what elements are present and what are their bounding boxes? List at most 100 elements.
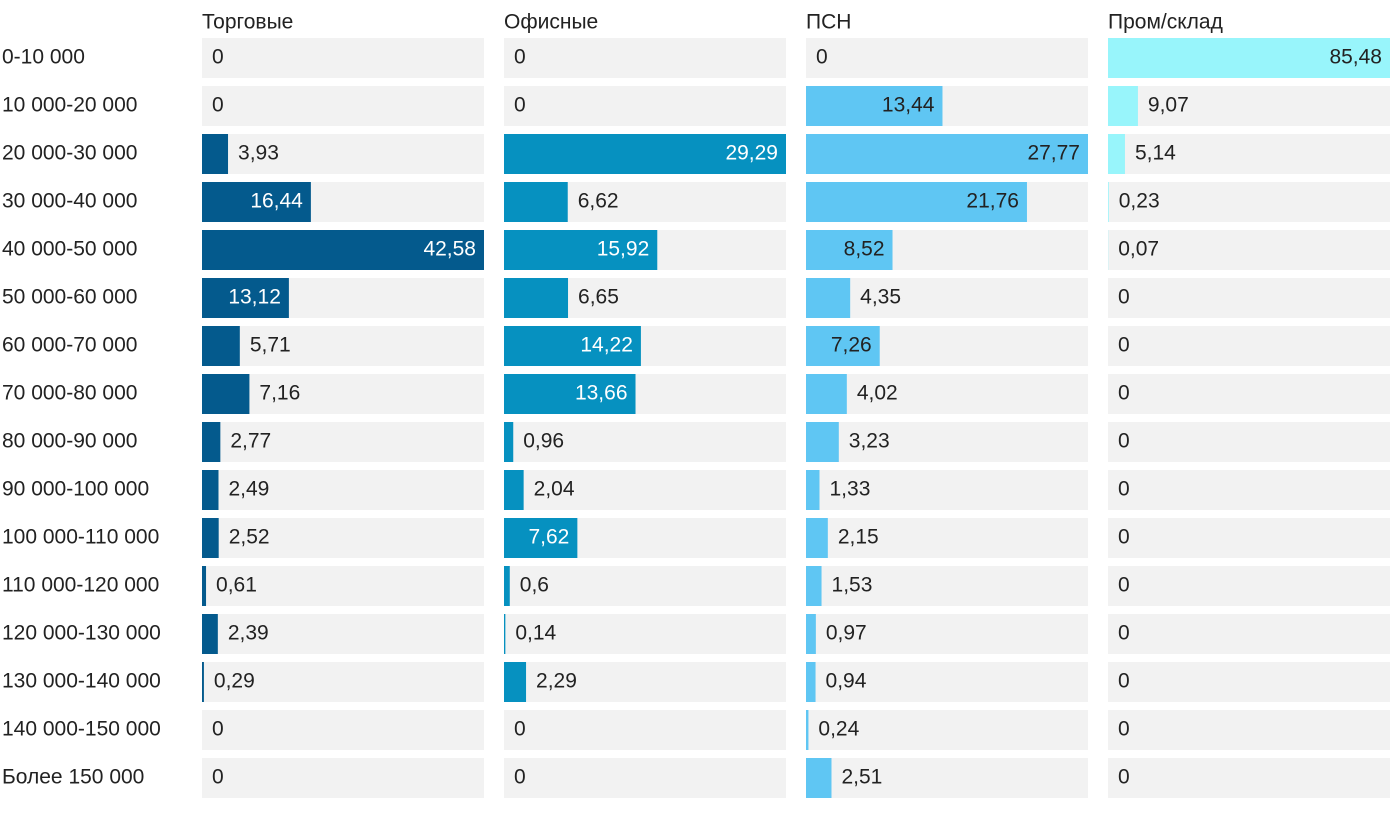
bar-3-13 bbox=[806, 614, 816, 654]
row-label-9: 80 000-90 000 bbox=[2, 430, 137, 453]
value-label-3-1: 0 bbox=[816, 46, 828, 69]
bar-track-3-8 bbox=[806, 374, 1088, 414]
value-label-1-8: 7,16 bbox=[259, 382, 300, 405]
bar-1-6 bbox=[202, 278, 289, 318]
value-label-1-10: 2,49 bbox=[228, 478, 269, 501]
bar-track-4-3 bbox=[1108, 134, 1390, 174]
value-label-3-7: 7,26 bbox=[831, 334, 872, 357]
bar-track-4-5 bbox=[1108, 230, 1390, 270]
bar-track-2-2 bbox=[504, 86, 786, 126]
bar-2-7 bbox=[504, 326, 641, 366]
bar-track-4-10 bbox=[1108, 470, 1390, 510]
bar-track-1-16 bbox=[202, 758, 484, 798]
row-label-10: 90 000-100 000 bbox=[2, 478, 149, 501]
panel-2: Офисные 0 0 29,29 6,62 15,92 6,65 14,22 13,66 0,9… bbox=[504, 11, 786, 798]
row-label-8: 70 000-80 000 bbox=[2, 382, 137, 405]
value-label-3-4: 21,76 bbox=[966, 190, 1019, 213]
value-label-1-4: 16,44 bbox=[250, 190, 303, 213]
bar-3-7 bbox=[806, 326, 880, 366]
row-label-5: 40 000-50 000 bbox=[2, 238, 137, 261]
value-label-3-9: 3,23 bbox=[849, 430, 890, 453]
bar-track-1-11 bbox=[202, 518, 484, 558]
bar-3-9 bbox=[806, 422, 839, 462]
value-label-4-6: 0 bbox=[1118, 286, 1130, 309]
value-label-1-9: 2,77 bbox=[230, 430, 271, 453]
bar-track-3-16 bbox=[806, 758, 1088, 798]
bar-2-13 bbox=[504, 614, 506, 654]
bar-4-1 bbox=[1108, 38, 1390, 78]
bar-3-4 bbox=[806, 182, 1027, 222]
bar-1-14 bbox=[202, 662, 204, 702]
bar-track-4-9 bbox=[1108, 422, 1390, 462]
value-label-1-11: 2,52 bbox=[229, 526, 270, 549]
bar-4-4 bbox=[1108, 182, 1109, 222]
bar-2-11 bbox=[504, 518, 578, 558]
bar-track-4-8 bbox=[1108, 374, 1390, 414]
bar-track-3-6 bbox=[806, 278, 1088, 318]
bar-3-14 bbox=[806, 662, 816, 702]
bar-track-3-13 bbox=[806, 614, 1088, 654]
value-label-3-5: 8,52 bbox=[844, 238, 885, 261]
value-label-4-2: 9,07 bbox=[1148, 94, 1189, 117]
bar-4-2 bbox=[1108, 86, 1138, 126]
bar-track-1-13 bbox=[202, 614, 484, 654]
bar-3-15 bbox=[806, 710, 809, 750]
value-label-1-5: 42,58 bbox=[423, 238, 476, 261]
bar-track-2-1 bbox=[504, 38, 786, 78]
bar-track-4-11 bbox=[1108, 518, 1390, 558]
value-label-3-2: 13,44 bbox=[882, 94, 935, 117]
value-label-4-8: 0 bbox=[1118, 382, 1130, 405]
bar-2-10 bbox=[504, 470, 524, 510]
bar-3-11 bbox=[806, 518, 828, 558]
panel-3: ПСН 0 13,44 27,77 21,76 8,52 4,35 7,26 4,02 3,23 1… bbox=[806, 11, 1088, 798]
row-label-15: 140 000-150 000 bbox=[2, 718, 161, 741]
value-label-1-6: 13,12 bbox=[228, 286, 281, 309]
chart-panels: Торговые 0 0 3,93 16,44 42,58 13,12 5,71 7,16 2,7… bbox=[202, 11, 1390, 798]
bar-track-4-12 bbox=[1108, 566, 1390, 606]
value-label-4-1: 85,48 bbox=[1329, 46, 1382, 69]
bar-3-2 bbox=[806, 86, 943, 126]
bar-1-7 bbox=[202, 326, 240, 366]
value-label-2-2: 0 bbox=[514, 94, 526, 117]
bar-2-12 bbox=[504, 566, 510, 606]
bar-3-8 bbox=[806, 374, 847, 414]
bar-track-1-12 bbox=[202, 566, 484, 606]
bar-track-4-13 bbox=[1108, 614, 1390, 654]
row-label-3: 20 000-30 000 bbox=[2, 142, 137, 165]
row-label-6: 50 000-60 000 bbox=[2, 286, 137, 309]
value-label-2-15: 0 bbox=[514, 718, 526, 741]
panel-title-4: Пром/склад bbox=[1108, 11, 1223, 34]
panel-title-1: Торговые bbox=[202, 11, 293, 34]
bar-track-2-15 bbox=[504, 710, 786, 750]
bar-track-4-4 bbox=[1108, 182, 1390, 222]
value-label-4-3: 5,14 bbox=[1135, 142, 1176, 165]
bar-track-1-7 bbox=[202, 326, 484, 366]
bar-track-4-2 bbox=[1108, 86, 1390, 126]
bar-track-4-16 bbox=[1108, 758, 1390, 798]
panel-title-3: ПСН bbox=[806, 11, 851, 34]
value-label-4-5: 0,07 bbox=[1118, 238, 1159, 261]
bar-track-1-15 bbox=[202, 710, 484, 750]
value-label-1-13: 2,39 bbox=[228, 622, 269, 645]
value-label-4-12: 0 bbox=[1118, 574, 1130, 597]
bar-track-2-16 bbox=[504, 758, 786, 798]
bar-track-2-14 bbox=[504, 662, 786, 702]
bar-1-11 bbox=[202, 518, 219, 558]
value-label-2-11: 7,62 bbox=[528, 526, 569, 549]
bar-track-1-3 bbox=[202, 134, 484, 174]
value-label-2-16: 0 bbox=[514, 766, 526, 789]
value-label-2-1: 0 bbox=[514, 46, 526, 69]
bar-track-1-2 bbox=[202, 86, 484, 126]
value-label-1-2: 0 bbox=[212, 94, 224, 117]
value-label-4-16: 0 bbox=[1118, 766, 1130, 789]
value-label-2-6: 6,65 bbox=[578, 286, 619, 309]
bar-track-4-6 bbox=[1108, 278, 1390, 318]
bar-track-3-10 bbox=[806, 470, 1088, 510]
bar-track-1-10 bbox=[202, 470, 484, 510]
value-label-4-14: 0 bbox=[1118, 670, 1130, 693]
value-label-3-8: 4,02 bbox=[857, 382, 898, 405]
value-label-3-15: 0,24 bbox=[818, 718, 859, 741]
value-label-1-15: 0 bbox=[212, 718, 224, 741]
bar-track-4-14 bbox=[1108, 662, 1390, 702]
